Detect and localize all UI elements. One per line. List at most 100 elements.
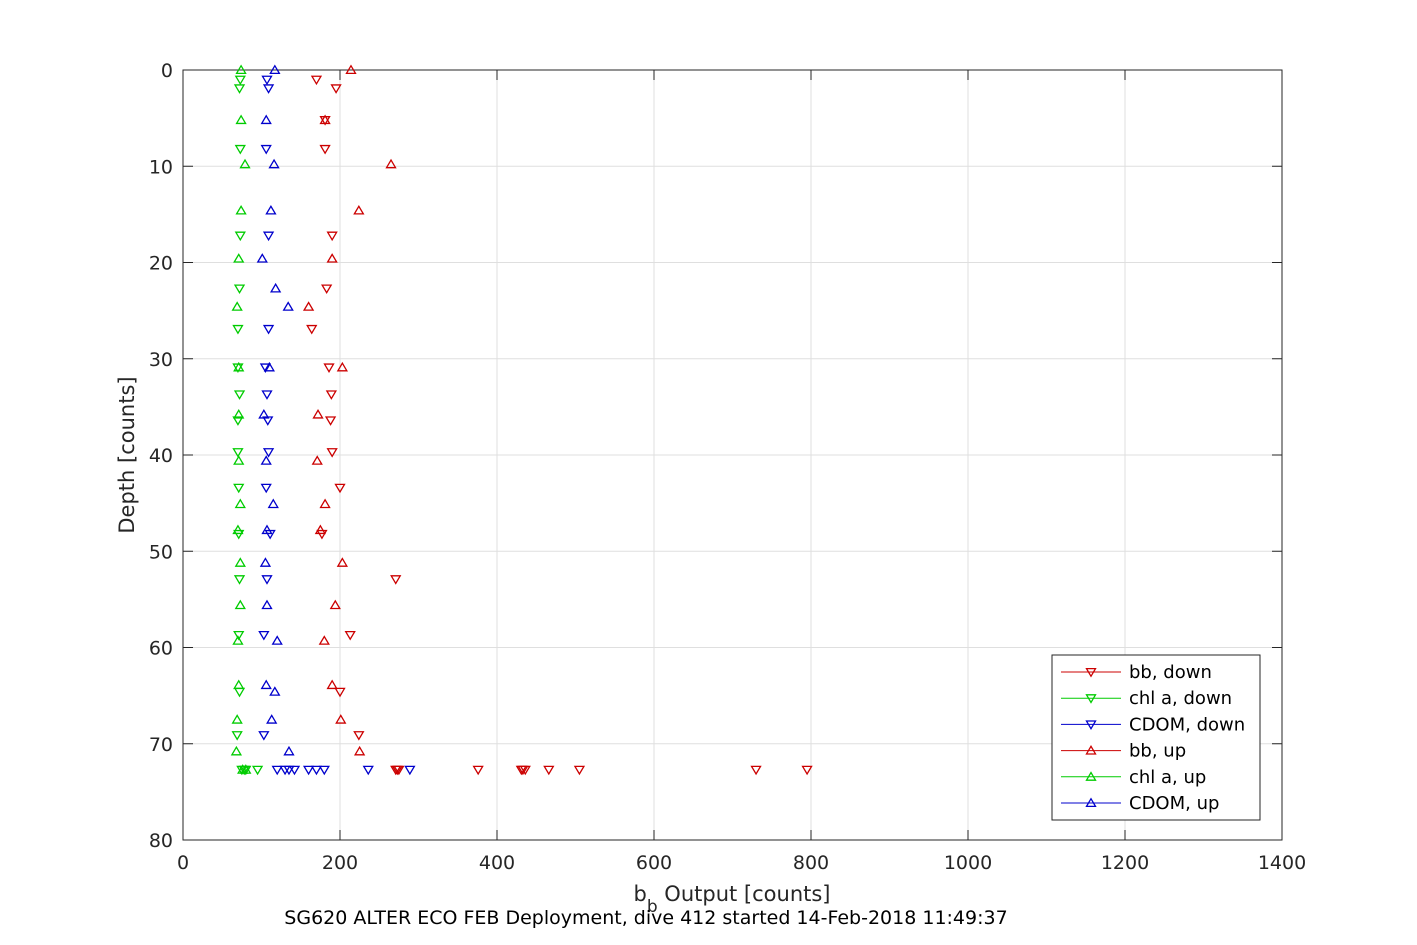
data-point	[324, 416, 337, 426]
data-point	[263, 361, 275, 372]
data-point	[312, 409, 324, 419]
data-point	[260, 144, 272, 155]
data-markers	[230, 64, 813, 776]
series-cdom-down	[258, 75, 416, 776]
data-point	[261, 524, 273, 535]
data-point	[336, 557, 348, 567]
legend-item-bb-down: bb, down	[1061, 662, 1212, 683]
data-point	[268, 158, 280, 169]
data-point	[234, 75, 246, 86]
data-point	[390, 575, 402, 585]
data-point	[233, 361, 245, 372]
data-point	[232, 448, 244, 458]
y-tick-label: 30	[149, 349, 173, 371]
data-point	[353, 204, 365, 215]
data-point	[261, 575, 273, 585]
series-chl-a-down	[231, 75, 264, 776]
data-point	[233, 284, 246, 295]
data-point	[269, 282, 282, 293]
legend-label: chl a, down	[1129, 688, 1232, 709]
x-tick-label: 1200	[1101, 852, 1149, 874]
data-point	[233, 390, 246, 400]
data-point	[353, 745, 366, 756]
data-point	[326, 253, 338, 263]
data-point	[233, 575, 246, 585]
data-point	[262, 84, 275, 94]
data-point	[261, 75, 273, 86]
series-bb-up	[302, 64, 397, 756]
data-point	[362, 765, 374, 776]
series-cdom-up	[256, 64, 295, 756]
data-point	[230, 745, 243, 756]
data-point	[231, 714, 243, 724]
data-point	[519, 765, 531, 776]
data-point	[334, 687, 346, 698]
data-point	[259, 363, 272, 373]
data-point	[232, 524, 244, 535]
data-point	[261, 599, 273, 610]
data-point	[234, 498, 246, 509]
series-chl-a-up	[230, 64, 252, 774]
data-point	[336, 361, 348, 372]
data-point	[235, 114, 247, 125]
data-point	[330, 84, 342, 94]
data-point	[251, 765, 264, 776]
data-point	[259, 557, 272, 567]
data-point	[233, 253, 245, 263]
y-tick-label: 50	[149, 541, 173, 563]
x-tick-label: 1000	[944, 852, 992, 874]
data-point	[310, 75, 323, 86]
data-point	[344, 630, 356, 641]
data-point	[269, 64, 281, 75]
data-point	[266, 714, 278, 724]
data-point	[302, 301, 315, 311]
y-tick-label: 40	[149, 445, 173, 467]
data-point	[335, 714, 347, 724]
legend-marker	[1085, 771, 1097, 781]
data-point	[262, 231, 275, 242]
x-axis-label: bb Output [counts]	[633, 882, 830, 917]
data-point	[232, 635, 244, 645]
data-point	[271, 765, 283, 776]
x-axis-label-main: b	[633, 882, 646, 906]
data-point	[234, 557, 246, 567]
data-point	[262, 324, 275, 335]
legend-item-chl-a-up: chl a, up	[1061, 767, 1206, 788]
legend-marker	[1085, 667, 1097, 678]
data-point	[326, 448, 338, 458]
legend-label: bb, down	[1129, 662, 1212, 683]
data-point	[321, 284, 333, 295]
series-bb-down	[306, 75, 813, 776]
legend-box	[1051, 654, 1261, 821]
data-point	[231, 301, 243, 311]
data-point	[302, 765, 315, 776]
x-tick-label: 0	[177, 852, 189, 874]
data-point	[310, 765, 323, 776]
data-point	[258, 630, 270, 641]
y-tick-label: 0	[161, 60, 173, 82]
data-point	[233, 483, 245, 494]
data-point	[260, 114, 272, 125]
y-axis-label: Depth [counts]	[115, 376, 139, 533]
data-point	[326, 231, 338, 242]
x-axis-label-subscript: b	[647, 897, 658, 917]
data-point	[233, 630, 245, 641]
data-point	[232, 324, 244, 335]
data-point	[318, 765, 330, 776]
data-point	[314, 524, 327, 535]
data-point	[319, 114, 331, 125]
legend-item-bb-up: bb, up	[1061, 741, 1186, 762]
data-point	[234, 231, 246, 242]
legend-item-chl-a-down: chl a, down	[1061, 688, 1232, 709]
x-tick-label: 800	[793, 852, 829, 874]
x-tick-label: 200	[322, 852, 358, 874]
legend-label: chl a, up	[1129, 767, 1206, 788]
data-point	[329, 599, 341, 610]
data-point	[265, 204, 277, 215]
legend-label: CDOM, up	[1129, 793, 1219, 814]
data-point	[323, 363, 335, 373]
data-point	[319, 144, 331, 155]
data-point	[385, 158, 397, 169]
data-point	[233, 529, 245, 540]
